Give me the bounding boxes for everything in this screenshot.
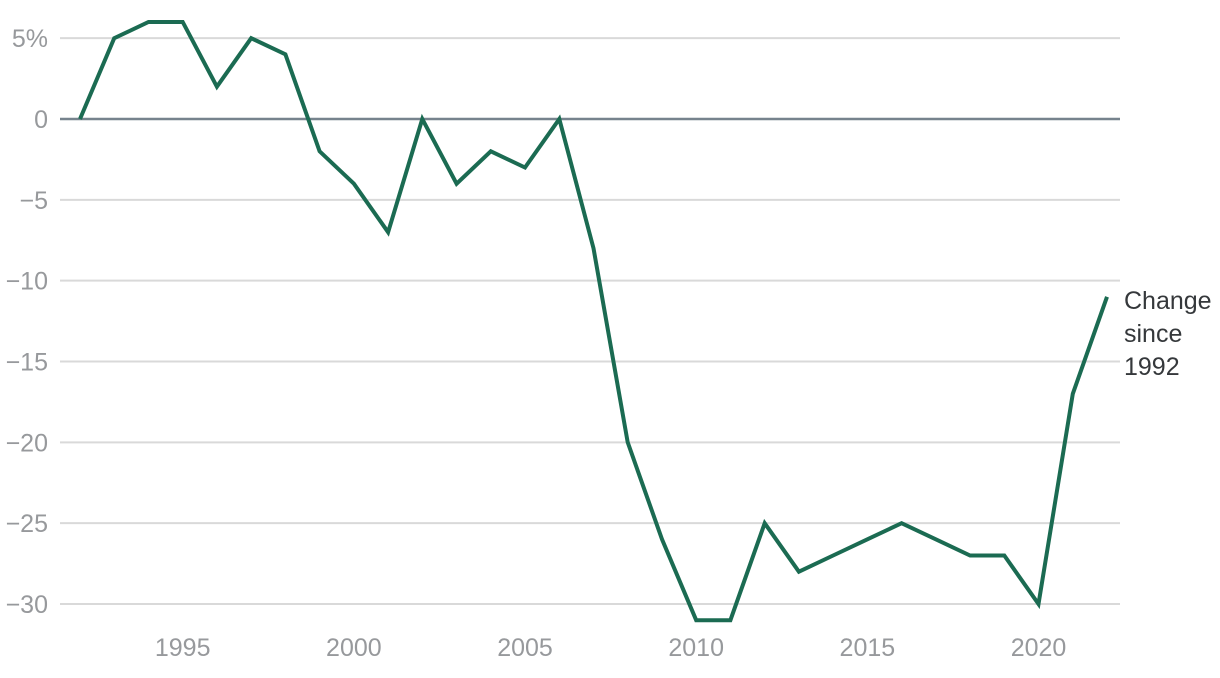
y-axis-labels: 5% 0 −5 −10 −15 −20 −25 −30 [6,25,48,619]
x-tick-label: 2020 [1011,634,1067,662]
y-tick-label: −30 [6,591,48,619]
y-tick-label: −15 [6,349,48,377]
x-tick-label: 2005 [497,634,553,662]
annotation-line: Change [1124,287,1212,315]
y-tick-label: 5% [12,25,48,53]
y-tick-label: −5 [19,187,48,215]
annotation-line: 1992 [1124,353,1180,381]
y-tick-label: −20 [6,429,48,457]
y-tick-label: −10 [6,268,48,296]
y-tick-label: 0 [34,106,48,134]
x-tick-label: 1995 [155,634,211,662]
series-annotation: Change since 1992 [1124,287,1212,381]
series-line [78,20,1109,623]
x-tick-label: 2015 [840,634,896,662]
x-axis-labels: 1995 2000 2005 2010 2015 2020 [155,634,1066,662]
x-tick-label: 2010 [668,634,724,662]
annotation-line: since [1124,320,1182,348]
gridlines [60,37,1120,605]
y-tick-label: −25 [6,510,48,538]
x-tick-label: 2000 [326,634,382,662]
